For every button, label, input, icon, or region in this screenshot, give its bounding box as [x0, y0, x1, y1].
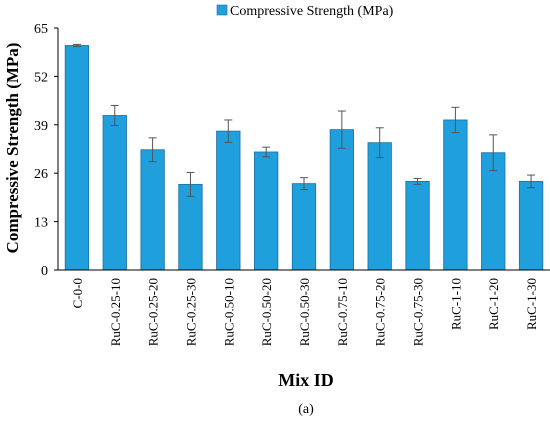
x-tick-label: RuC-1-30 [524, 278, 539, 330]
x-axis-ticks: C-0-0 RuC-0.25-10 RuC-0.25-20 RuC-0.25-30 Ru… [70, 278, 539, 346]
x-tick-label: RuC-1-10 [448, 278, 463, 330]
bar [329, 129, 354, 271]
bar [443, 119, 468, 271]
panel-label: (a) [298, 402, 314, 417]
bar [216, 130, 241, 271]
y-tick-label: 13 [34, 216, 48, 231]
x-tick-label: RuC-0.50-30 [297, 278, 312, 346]
bar [102, 115, 127, 271]
legend-swatch [216, 4, 228, 16]
y-axis-ticks: 0 13 26 39 52 65 [34, 22, 58, 279]
x-tick-label: RuC-0.75-20 [373, 278, 388, 346]
bar [254, 151, 279, 271]
bar [178, 183, 203, 271]
x-tick-label: RuC-0.75-10 [335, 278, 350, 346]
y-axis-title: Compressive Strength (MPa) [3, 43, 22, 254]
bar [367, 142, 392, 271]
bar [140, 149, 165, 271]
bar [405, 180, 430, 271]
bar [64, 45, 90, 271]
legend: Compressive Strength (MPa) [216, 4, 394, 19]
x-axis-title: Mix ID [278, 370, 334, 390]
bar [291, 183, 317, 271]
x-tick-label: RuC-0.25-10 [108, 278, 123, 346]
legend-label: Compressive Strength (MPa) [230, 4, 394, 19]
x-tick-label: RuC-0.75-30 [411, 278, 426, 346]
y-tick-label: 65 [34, 22, 48, 37]
y-tick-label: 0 [41, 264, 48, 279]
y-tick-label: 39 [34, 119, 48, 134]
x-tick-label: RuC-0.50-20 [259, 278, 274, 346]
x-tick-label: RuC-0.25-20 [146, 278, 161, 346]
x-tick-label: RuC-0.25-30 [183, 278, 198, 346]
y-tick-label: 52 [34, 70, 48, 85]
x-tick-label: RuC-0.50-10 [221, 278, 236, 346]
bar [518, 180, 544, 271]
x-tick-label: RuC-1-20 [486, 278, 501, 330]
x-tick-label: C-0-0 [70, 278, 85, 308]
y-tick-label: 26 [34, 167, 48, 182]
